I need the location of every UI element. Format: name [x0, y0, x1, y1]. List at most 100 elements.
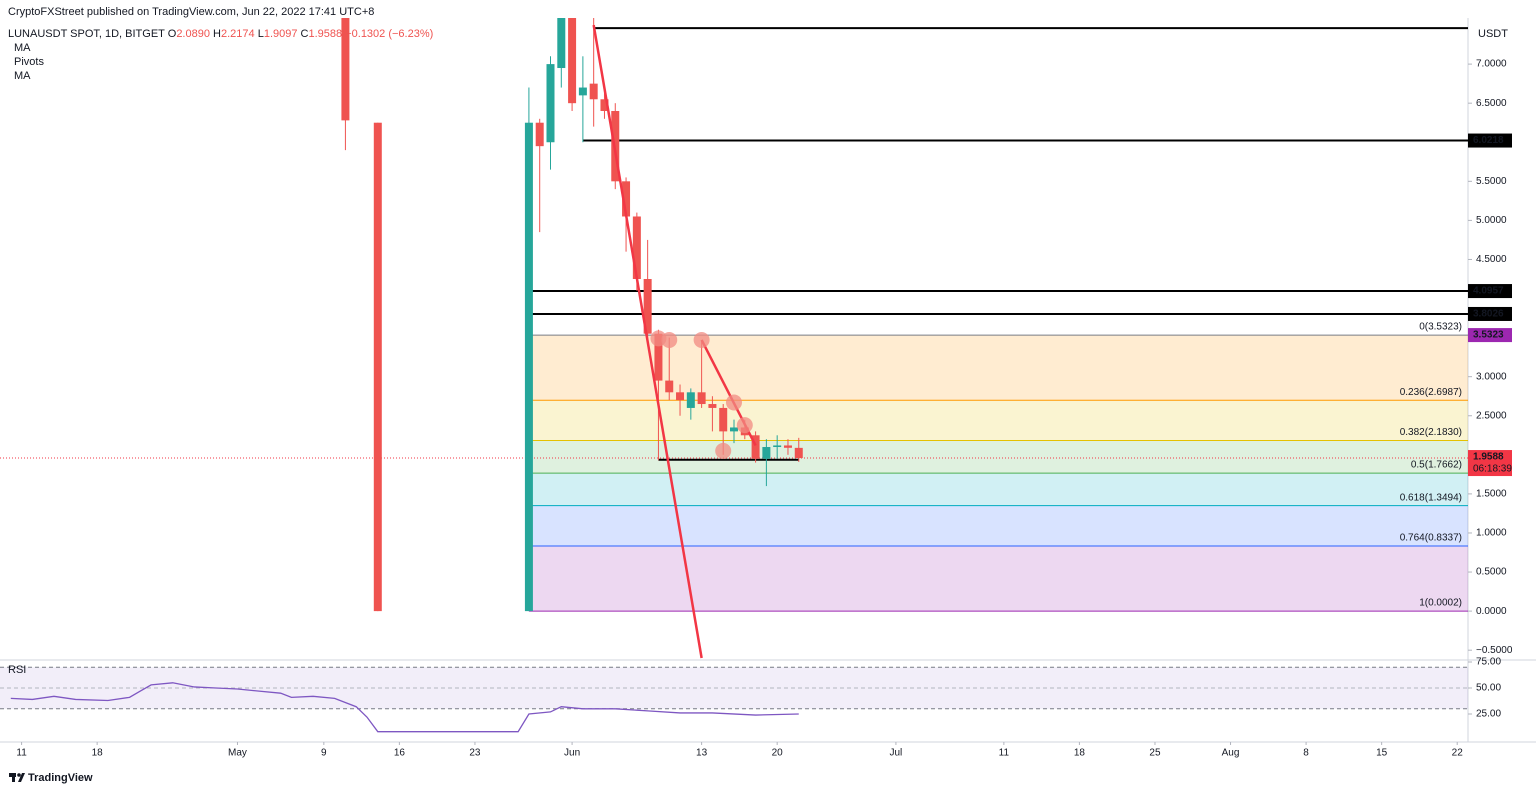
marker-circle	[726, 394, 742, 411]
rsi-pane	[0, 666, 1468, 733]
y-tick-label: 7.0000	[1476, 59, 1507, 70]
indicator-name: MA	[14, 70, 31, 82]
symbol-line: LUNAUSDT SPOT, 1D, BITGET O2.0890 H2.217…	[8, 28, 433, 40]
x-tick-label: 18	[1074, 748, 1086, 759]
x-tick-label: Jun	[564, 748, 580, 759]
rsi-line	[10, 682, 799, 733]
candle-body	[676, 392, 685, 401]
x-tick-label: 25	[1149, 748, 1161, 759]
candle-body	[643, 279, 652, 334]
x-tick-label: Aug	[1222, 748, 1240, 759]
fib-zone	[528, 440, 1468, 474]
candle-body	[773, 445, 782, 448]
fib-zone	[528, 473, 1468, 506]
level-axis-box	[1468, 284, 1512, 299]
y-tick-label: 5.5000	[1476, 176, 1507, 187]
rsi-band	[0, 667, 1468, 709]
tradingview-logo: TradingView	[9, 772, 93, 784]
rsi-tick-label: 50.00	[1476, 683, 1501, 694]
candle-body	[708, 404, 717, 408]
fib-label: 0(3.5323)	[1419, 322, 1462, 333]
level-axis-label: 4.0957	[1473, 286, 1504, 297]
candle-body	[373, 122, 382, 612]
candle-body	[589, 83, 598, 100]
overlay: 7.0000 6.5000 5.5000 5.0000 4.5000 3.0000 2.50…	[16, 59, 1512, 759]
candle-body	[730, 427, 738, 432]
fib-label: 0.5(1.7662)	[1411, 460, 1462, 471]
fib-zone	[528, 505, 1468, 546]
fib-label: 0.236(2.6987)	[1400, 387, 1462, 398]
change: −0.1302 (−6.23%)	[345, 28, 433, 40]
marker-circle	[661, 331, 678, 348]
candle-body	[697, 392, 706, 405]
y-tick-label: 5.0000	[1476, 215, 1507, 226]
fib-label: 0.618(1.3494)	[1400, 492, 1462, 503]
rsi-tick-label: 75.00	[1476, 657, 1501, 668]
ohlc-value: 2.2174	[221, 28, 255, 40]
candle-body	[622, 181, 631, 217]
y-tick-label: 3.0000	[1476, 371, 1507, 382]
fib-zone	[528, 335, 1468, 401]
fib-label: 1(0.0002)	[1419, 598, 1462, 609]
x-tick-label: May	[228, 748, 247, 759]
ohlc-key: C	[301, 28, 309, 40]
ohlc-value: 2.0890	[176, 28, 210, 40]
candle-body	[557, 18, 566, 69]
candle-body	[632, 216, 641, 280]
fib-axis-box	[1468, 328, 1512, 343]
ohlc-key: L	[258, 28, 264, 40]
ohlc-key: O	[168, 28, 177, 40]
x-tick-label: 23	[469, 748, 481, 759]
ohlc-value: 1.9097	[264, 28, 298, 40]
candle-body	[794, 447, 803, 459]
x-tick-label: 13	[696, 748, 708, 759]
y-tick-label: 0.5000	[1476, 567, 1507, 578]
indicator-name: Pivots	[14, 56, 44, 68]
candle-body	[568, 18, 577, 104]
candle-body	[600, 99, 609, 111]
indicator-name: MA	[14, 42, 31, 54]
last-price-box	[1468, 450, 1512, 477]
symbol: LUNAUSDT SPOT, 1D, BITGET	[8, 28, 165, 40]
y-tick-label: 6.5000	[1476, 98, 1507, 109]
x-tick-label: 11	[16, 748, 27, 759]
candle-body	[719, 407, 728, 432]
y-tick-label: 1.5000	[1476, 489, 1507, 500]
candle-body	[762, 447, 771, 459]
candle-body	[578, 87, 587, 96]
last-price-label: 1.9588	[1473, 452, 1504, 463]
y-tick-label: 2.5000	[1476, 410, 1507, 421]
candle-body	[686, 392, 695, 408]
y-tick-label: −0.5000	[1476, 645, 1513, 656]
currency: USDT	[1478, 28, 1508, 40]
candle-body	[751, 435, 760, 459]
level-axis-label: 6.0218	[1473, 135, 1504, 146]
fib-zone	[528, 400, 1468, 441]
marker-circle	[736, 417, 753, 434]
fib-label: 0.764(0.8337)	[1400, 533, 1462, 544]
rsi-title: RSI	[8, 664, 26, 676]
x-tick-label: 16	[394, 748, 406, 759]
marker-circle	[715, 442, 732, 459]
countdown: 06:18:39	[1473, 464, 1512, 475]
rsi-tick-label: 25.00	[1476, 709, 1501, 720]
x-tick-label: 18	[92, 748, 104, 759]
x-tick-label: 20	[772, 748, 784, 759]
x-tick-label: 9	[321, 748, 327, 759]
candle-body	[341, 18, 350, 121]
x-tick-label: 8	[1303, 748, 1309, 759]
level-axis-box	[1468, 133, 1512, 148]
published-note: CryptoFXStreet published on TradingView.…	[8, 6, 374, 18]
y-tick-label: 4.5000	[1476, 254, 1507, 265]
level-axis-label: 3.8026	[1473, 309, 1504, 320]
marker-circle	[693, 331, 710, 348]
price-pane: 0(3.5323) 0.236(2.6987) 0.382(2.1830) 0.5(1…	[0, 18, 1468, 659]
x-tick-label: 11	[999, 748, 1010, 759]
fib-label: 0.382(2.1830)	[1400, 427, 1462, 438]
ohlc-value: 1.9588	[309, 28, 343, 40]
x-tick-label: 22	[1452, 748, 1464, 759]
x-tick-label: 15	[1376, 748, 1388, 759]
level-axis-box	[1468, 306, 1512, 321]
